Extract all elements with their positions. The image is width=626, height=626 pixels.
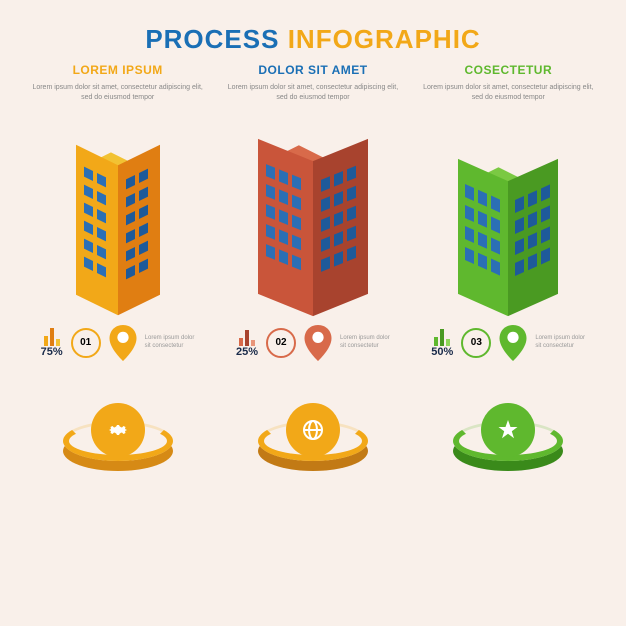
medallion bbox=[253, 391, 373, 481]
column-heading: DOLOR SIT AMET bbox=[223, 63, 403, 77]
column-1: LOREM IPSUM Lorem ipsum dolor sit amet, … bbox=[28, 63, 208, 315]
step-number: 02 bbox=[266, 328, 296, 358]
percent-value: 25% bbox=[236, 346, 258, 358]
column-heading: LOREM IPSUM bbox=[28, 63, 208, 77]
main-title: PROCESS INFOGRAPHIC bbox=[0, 0, 626, 63]
step-number: 03 bbox=[461, 328, 491, 358]
column-desc: Lorem ipsum dolor sit amet, consectetur … bbox=[28, 83, 208, 103]
columns-row: LOREM IPSUM Lorem ipsum dolor sit amet, … bbox=[0, 63, 626, 315]
percent-value: 75% bbox=[41, 346, 63, 358]
building-illustration bbox=[223, 115, 403, 315]
stat-desc: Lorem ipsum dolor sit consectetur bbox=[535, 335, 585, 351]
column-heading: COSECTETUR bbox=[418, 63, 598, 77]
stat-item: 75% 01 Lorem ipsum dolor sit consectetur bbox=[28, 325, 208, 361]
map-pin-icon bbox=[304, 325, 332, 361]
stat-desc: Lorem ipsum dolor sit consectetur bbox=[340, 335, 390, 351]
column-desc: Lorem ipsum dolor sit amet, consectetur … bbox=[223, 83, 403, 103]
medallion bbox=[58, 391, 178, 481]
star-icon bbox=[481, 403, 535, 457]
building-illustration bbox=[418, 115, 598, 315]
medallions-row bbox=[0, 361, 626, 481]
medallion bbox=[448, 391, 568, 481]
map-pin-icon bbox=[109, 325, 137, 361]
column-3: COSECTETUR Lorem ipsum dolor sit amet, c… bbox=[418, 63, 598, 315]
globe-icon bbox=[286, 403, 340, 457]
column-desc: Lorem ipsum dolor sit amet, consectetur … bbox=[418, 83, 598, 103]
column-2: DOLOR SIT AMET Lorem ipsum dolor sit ame… bbox=[223, 63, 403, 315]
percent-value: 50% bbox=[431, 346, 453, 358]
building-illustration bbox=[28, 115, 208, 315]
map-pin-icon bbox=[499, 325, 527, 361]
step-number: 01 bbox=[71, 328, 101, 358]
stat-desc: Lorem ipsum dolor sit consectetur bbox=[145, 335, 195, 351]
stats-row: 75% 01 Lorem ipsum dolor sit consectetur… bbox=[0, 315, 626, 361]
stat-item: 25% 02 Lorem ipsum dolor sit consectetur bbox=[223, 325, 403, 361]
stat-item: 50% 03 Lorem ipsum dolor sit consectetur bbox=[418, 325, 598, 361]
gear-icon bbox=[91, 403, 145, 457]
